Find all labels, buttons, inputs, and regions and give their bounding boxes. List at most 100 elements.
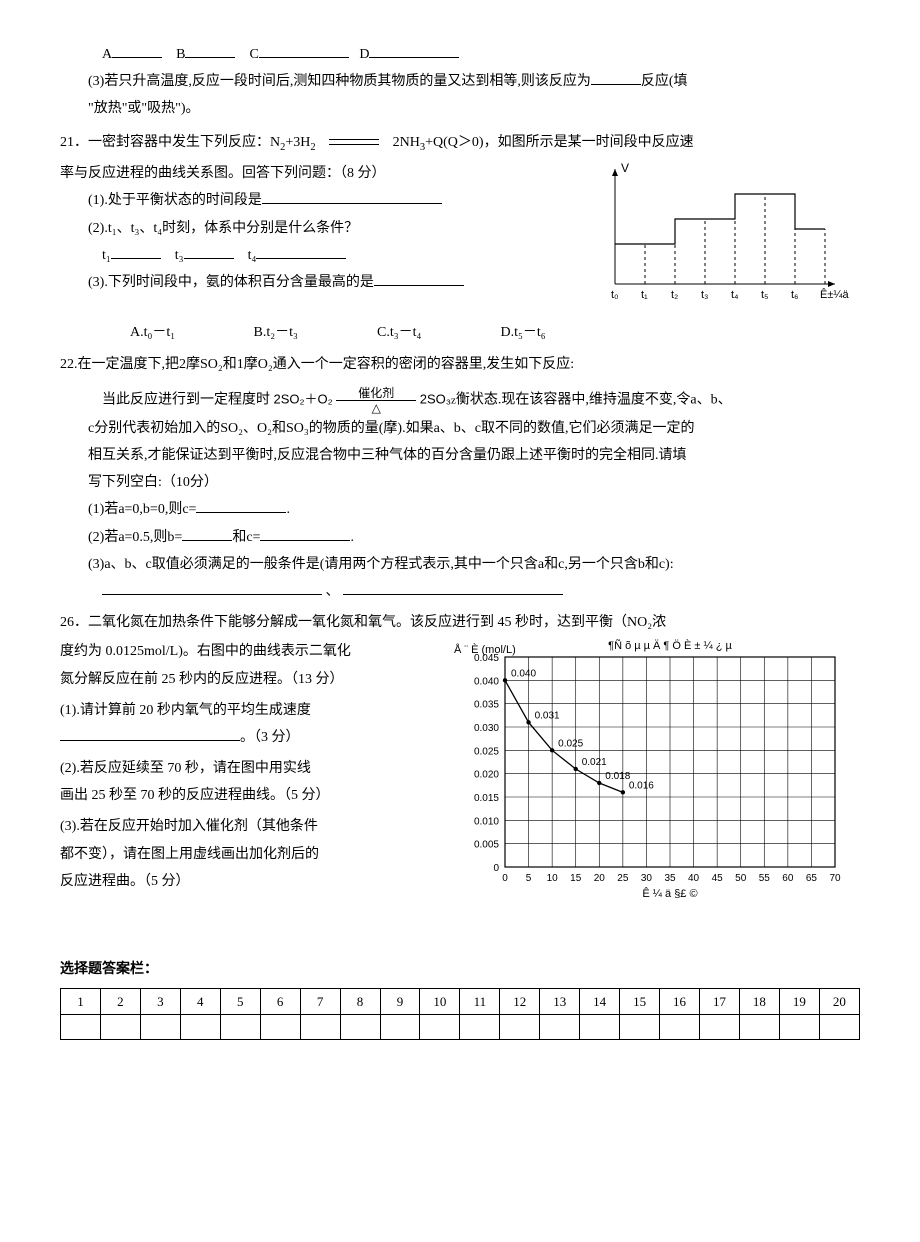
blank	[369, 43, 459, 58]
ans-col-cell[interactable]	[700, 1015, 740, 1040]
ans-col-head: 4	[180, 988, 220, 1014]
ans-col-cell[interactable]	[300, 1015, 340, 1040]
text: (3)若只升高温度,反应一段时间后,测知四种物质其物质的量又达到相等,则该反应为	[88, 74, 591, 89]
q26-s2b: 画出 25 秒至 70 秒的反应进程曲线。（5 分）	[60, 783, 440, 808]
text: +3H	[285, 135, 310, 150]
svg-text:65: 65	[806, 873, 818, 884]
ans-col-cell[interactable]	[180, 1015, 220, 1040]
ans-col-cell[interactable]	[340, 1015, 380, 1040]
text: 当此反应进行到一定程度时	[102, 393, 270, 408]
svg-text:0: 0	[502, 873, 508, 884]
q21-stem-line2: 率与反应进程的曲线关系图。回答下列问题：（8 分）	[60, 161, 590, 186]
ans-col-head: 7	[300, 988, 340, 1014]
svg-text:45: 45	[712, 873, 724, 884]
ans-col-cell[interactable]	[220, 1015, 260, 1040]
blank	[60, 726, 240, 741]
svg-text:Ê ¼ ä §£ ©: Ê ¼ ä §£ ©	[642, 887, 697, 900]
blank	[259, 43, 349, 58]
ans-col-head: 18	[739, 988, 779, 1014]
q26-s3b: 都不变），请在图上用虚线画出加化剂后的	[60, 842, 440, 867]
svg-text:0.035: 0.035	[474, 700, 499, 711]
blank	[196, 498, 286, 513]
svg-text:40: 40	[688, 873, 700, 884]
ans-col-cell[interactable]	[420, 1015, 460, 1040]
q21-s2-blanks: t₁ t₃ t₄	[60, 243, 590, 268]
ans-col-head: 2	[100, 988, 140, 1014]
q21-rate-time-graph: VÊ±¼ät₀t₁t₂t₃t₄t₅t₆	[590, 159, 850, 309]
svg-text:t₃: t₃	[701, 289, 709, 301]
svg-text:25: 25	[617, 873, 629, 884]
q22-s3-blanks: 、	[60, 579, 860, 604]
q22-s2: (2)若a=0.5,则b=和c=.	[60, 525, 860, 550]
svg-text:5: 5	[526, 873, 532, 884]
q20-options-line: A B C D	[60, 42, 860, 67]
text: (1)若a=0,b=0,则c=	[88, 502, 196, 517]
ans-col-cell[interactable]	[779, 1015, 819, 1040]
q22-equation-line: 当此反应进行到一定程度时 2SO₂＋O₂ 催化剂 △ 2SO₃z衡状态.现在该容…	[60, 387, 860, 414]
ans-col-cell[interactable]	[620, 1015, 660, 1040]
svg-text:60: 60	[782, 873, 794, 884]
label-t4: t₄	[248, 248, 257, 263]
blank	[262, 189, 442, 204]
svg-text:70: 70	[829, 873, 841, 884]
arrow-top: 催化剂	[336, 387, 416, 399]
ans-col-head: 1	[61, 988, 101, 1014]
ans-col-cell[interactable]	[540, 1015, 580, 1040]
text: (1).处于平衡状态的时间段是	[88, 193, 262, 208]
ans-col-cell[interactable]	[100, 1015, 140, 1040]
ans-col-head: 9	[380, 988, 420, 1014]
ans-col-head: 16	[660, 988, 700, 1014]
text: +Q(Q＞0)，如图所示是某一时间段中反应速	[425, 135, 693, 150]
text: 21．一密封容器中发生下列反应：N	[60, 135, 280, 150]
eq-right: 2SO₃	[420, 392, 451, 407]
blank	[182, 526, 232, 541]
q21-options: A.t₀－t₁ B.t₂－t₃ C.t₃－t₄ D.t₅－t₆	[60, 320, 860, 345]
blank	[343, 580, 563, 595]
ans-col-cell[interactable]	[580, 1015, 620, 1040]
svg-text:0.016: 0.016	[629, 781, 654, 792]
equilibrium-arrow-icon	[319, 136, 389, 148]
q21-stem: 21．一密封容器中发生下列反应：N2+3H2 2NH3+Q(Q＞0)，如图所示是…	[60, 130, 860, 158]
ans-col-cell[interactable]	[660, 1015, 700, 1040]
svg-text:0.015: 0.015	[474, 793, 499, 804]
ans-col-cell[interactable]	[739, 1015, 779, 1040]
q26-s1b: 。（3 分）	[60, 725, 440, 750]
ans-col-cell[interactable]	[260, 1015, 300, 1040]
svg-text:0: 0	[493, 863, 499, 874]
ans-col-cell[interactable]	[380, 1015, 420, 1040]
q20-opt-c: C	[249, 47, 258, 62]
text: 、	[326, 584, 340, 599]
svg-text:0.005: 0.005	[474, 840, 499, 851]
svg-text:0.040: 0.040	[511, 669, 536, 680]
svg-text:0.010: 0.010	[474, 817, 499, 828]
svg-text:0.020: 0.020	[474, 770, 499, 781]
ans-col-cell[interactable]	[460, 1015, 500, 1040]
q20-sub3-line2: "放热"或"吸热")。	[60, 96, 860, 121]
ans-col-cell[interactable]	[140, 1015, 180, 1040]
svg-text:t₂: t₂	[671, 289, 678, 301]
text: 和c=	[232, 530, 260, 545]
blank	[185, 43, 235, 58]
svg-text:0.021: 0.021	[582, 757, 607, 768]
q26-s2a: (2).若反应延续至 70 秒，请在图中用实线	[60, 756, 440, 781]
q26-concentration-time-chart: ¶Ñ õ µ µ Ä ¶ Ö È ± ¼ ¿ µÅ ¨ È (mol/L)051…	[450, 637, 860, 917]
text: .	[350, 530, 354, 545]
text: .	[286, 502, 290, 517]
blank	[111, 244, 161, 259]
svg-text:0.031: 0.031	[535, 711, 560, 722]
blank	[184, 244, 234, 259]
svg-text:t₆: t₆	[791, 289, 799, 301]
ans-col-cell[interactable]	[61, 1015, 101, 1040]
q26-stem3: 氮分解反应在前 25 秒内的反应进程。（13 分）	[60, 667, 440, 692]
blank	[591, 70, 641, 85]
ans-col-head: 19	[779, 988, 819, 1014]
svg-text:0.040: 0.040	[474, 677, 499, 688]
blank	[260, 526, 350, 541]
svg-text:35: 35	[664, 873, 676, 884]
ans-col-cell[interactable]	[500, 1015, 540, 1040]
q21-s2: (2).t₁、t₃、t₄时刻，体系中分别是什么条件？	[60, 216, 590, 241]
answer-table: 1234567891011121314151617181920	[60, 988, 860, 1040]
svg-text:t₁: t₁	[641, 289, 648, 301]
svg-text:¶Ñ õ µ µ Ä ¶ Ö È ± ¼ ¿ µ: ¶Ñ õ µ µ Ä ¶ Ö È ± ¼ ¿ µ	[608, 639, 732, 652]
ans-col-cell[interactable]	[819, 1015, 859, 1040]
